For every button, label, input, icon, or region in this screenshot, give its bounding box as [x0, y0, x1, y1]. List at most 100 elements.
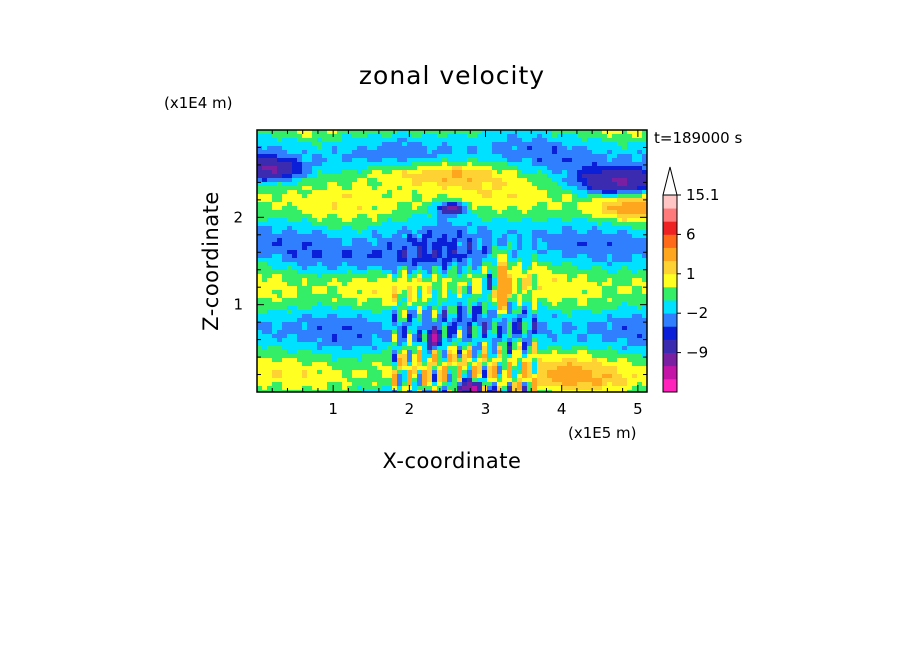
field-cell [457, 190, 463, 195]
field-cell [337, 234, 343, 239]
field-cell [517, 154, 523, 159]
field-cell [452, 190, 458, 195]
field-cell [397, 150, 403, 155]
field-cell [467, 298, 473, 303]
field-cell [372, 210, 378, 215]
field-cell [602, 338, 608, 343]
field-cell [522, 282, 528, 287]
field-cell [387, 190, 393, 195]
field-cell [292, 358, 298, 363]
field-cell [462, 250, 468, 255]
field-cell [422, 270, 428, 275]
field-cell [357, 254, 363, 259]
field-cell [402, 218, 408, 223]
field-cell [567, 142, 573, 147]
field-cell [267, 314, 273, 319]
field-cell [317, 194, 323, 199]
field-cell [382, 198, 388, 203]
field-cell [372, 298, 378, 303]
field-cell [617, 278, 623, 283]
field-cell [397, 346, 403, 351]
field-cell [507, 174, 513, 179]
field-cell [442, 230, 448, 235]
field-cell [607, 194, 613, 199]
field-cell [542, 202, 548, 207]
field-cell [612, 134, 618, 139]
field-cell [477, 134, 483, 139]
field-cell [352, 282, 358, 287]
field-cell [597, 278, 603, 283]
field-cell [537, 146, 543, 151]
field-cell [637, 246, 643, 251]
field-cell [627, 334, 633, 339]
field-cell [392, 146, 398, 151]
field-cell [382, 330, 388, 335]
field-cell [562, 370, 568, 375]
field-cell [297, 326, 303, 331]
field-cell [337, 202, 343, 207]
field-cell [337, 274, 343, 279]
field-cell [347, 134, 353, 139]
field-cell [587, 354, 593, 359]
field-cell [277, 198, 283, 203]
field-cell [307, 290, 313, 295]
field-cell [522, 314, 528, 319]
field-cell [432, 234, 438, 239]
field-cell [257, 278, 263, 283]
field-cell [577, 310, 583, 315]
field-cell [482, 134, 488, 139]
field-cell [512, 186, 518, 191]
field-cell [577, 226, 583, 231]
field-cell [467, 314, 473, 319]
field-cell [307, 286, 313, 291]
field-cell [347, 318, 353, 323]
field-cell [332, 182, 338, 187]
field-cell [452, 246, 458, 251]
field-cell [562, 218, 568, 223]
field-cell [397, 190, 403, 195]
field-cell [497, 346, 503, 351]
field-cell [317, 366, 323, 371]
field-cell [527, 250, 533, 255]
field-cell [607, 218, 613, 223]
field-cell [262, 338, 268, 343]
field-cell [447, 190, 453, 195]
field-cell [472, 134, 478, 139]
field-cell [427, 162, 433, 167]
field-cell [332, 378, 338, 383]
field-cell [612, 186, 618, 191]
field-cell [422, 310, 428, 315]
field-cell [447, 254, 453, 259]
field-cell [457, 206, 463, 211]
field-cell [492, 254, 498, 259]
field-cell [422, 138, 428, 143]
field-cell [557, 370, 563, 375]
field-cell [422, 282, 428, 287]
field-cell [482, 338, 488, 343]
field-cell [272, 210, 278, 215]
field-cell [367, 326, 373, 331]
field-cell [312, 278, 318, 283]
field-cell [367, 274, 373, 279]
field-cell [347, 182, 353, 187]
field-cell [452, 170, 458, 175]
field-cell [377, 150, 383, 155]
field-cell [457, 350, 463, 355]
field-cell [617, 142, 623, 147]
field-cell [347, 154, 353, 159]
field-cell [497, 190, 503, 195]
field-cell [442, 226, 448, 231]
field-cell [312, 334, 318, 339]
field-cell [277, 274, 283, 279]
field-cell [342, 334, 348, 339]
field-cell [337, 138, 343, 143]
field-cell [347, 202, 353, 207]
field-cell [377, 158, 383, 163]
field-cell [487, 186, 493, 191]
field-cell [442, 174, 448, 179]
field-cell [517, 310, 523, 315]
field-cell [567, 366, 573, 371]
field-cell [527, 190, 533, 195]
field-cell [287, 178, 293, 183]
